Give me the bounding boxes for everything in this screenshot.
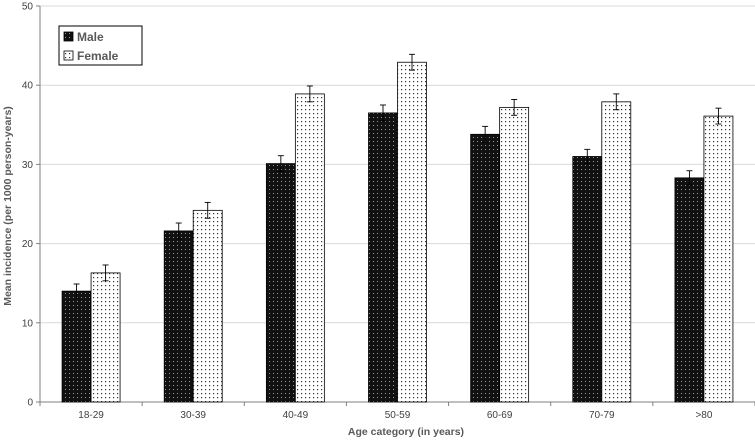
bar-female: [90, 272, 121, 403]
y-tick-label: 20: [22, 239, 34, 250]
legend-label-female: Female: [77, 49, 119, 63]
bar-male: [470, 133, 501, 403]
x-tick-label: 50-59: [385, 410, 411, 421]
legend: Male Female: [58, 25, 143, 66]
bar-male: [674, 177, 705, 403]
y-tick-label: 30: [22, 160, 34, 171]
x-tick-label: 30-39: [180, 410, 206, 421]
legend-swatch-male: [63, 31, 74, 42]
bar-male: [265, 163, 296, 403]
legend-label-male: Male: [77, 30, 104, 44]
bars: [61, 61, 734, 403]
bar-female: [703, 115, 734, 403]
tick-labels: 0 10 20 30 40 50 18-29 30-39 40-49 50-59 60-69 70-7…: [22, 2, 713, 422]
y-axis-title: Mean incidence (per 1000 person-years): [2, 106, 14, 306]
x-tick-label: 60-69: [487, 410, 513, 421]
y-tick-label: 40: [22, 81, 34, 92]
legend-swatch-female: [63, 50, 74, 61]
bar-male: [572, 156, 603, 403]
error-bars: [73, 53, 722, 299]
bar-female: [192, 209, 223, 403]
bar-male: [61, 290, 92, 403]
y-tick-label: 0: [27, 398, 33, 409]
x-tick-label: >80: [695, 410, 712, 421]
x-tick-label: 40-49: [283, 410, 309, 421]
bar-male: [368, 112, 398, 403]
y-tick-label: 10: [22, 318, 34, 329]
y-tick-label: 50: [22, 2, 34, 13]
bar-female: [294, 93, 325, 403]
x-axis-title: Age category (in years): [348, 426, 464, 438]
bar-female: [397, 61, 427, 403]
x-tick-label: 18-29: [78, 410, 104, 421]
bar-male: [163, 230, 194, 403]
bar-female: [601, 101, 632, 403]
x-tick-label: 70-79: [589, 410, 615, 421]
bar-female: [499, 106, 530, 403]
